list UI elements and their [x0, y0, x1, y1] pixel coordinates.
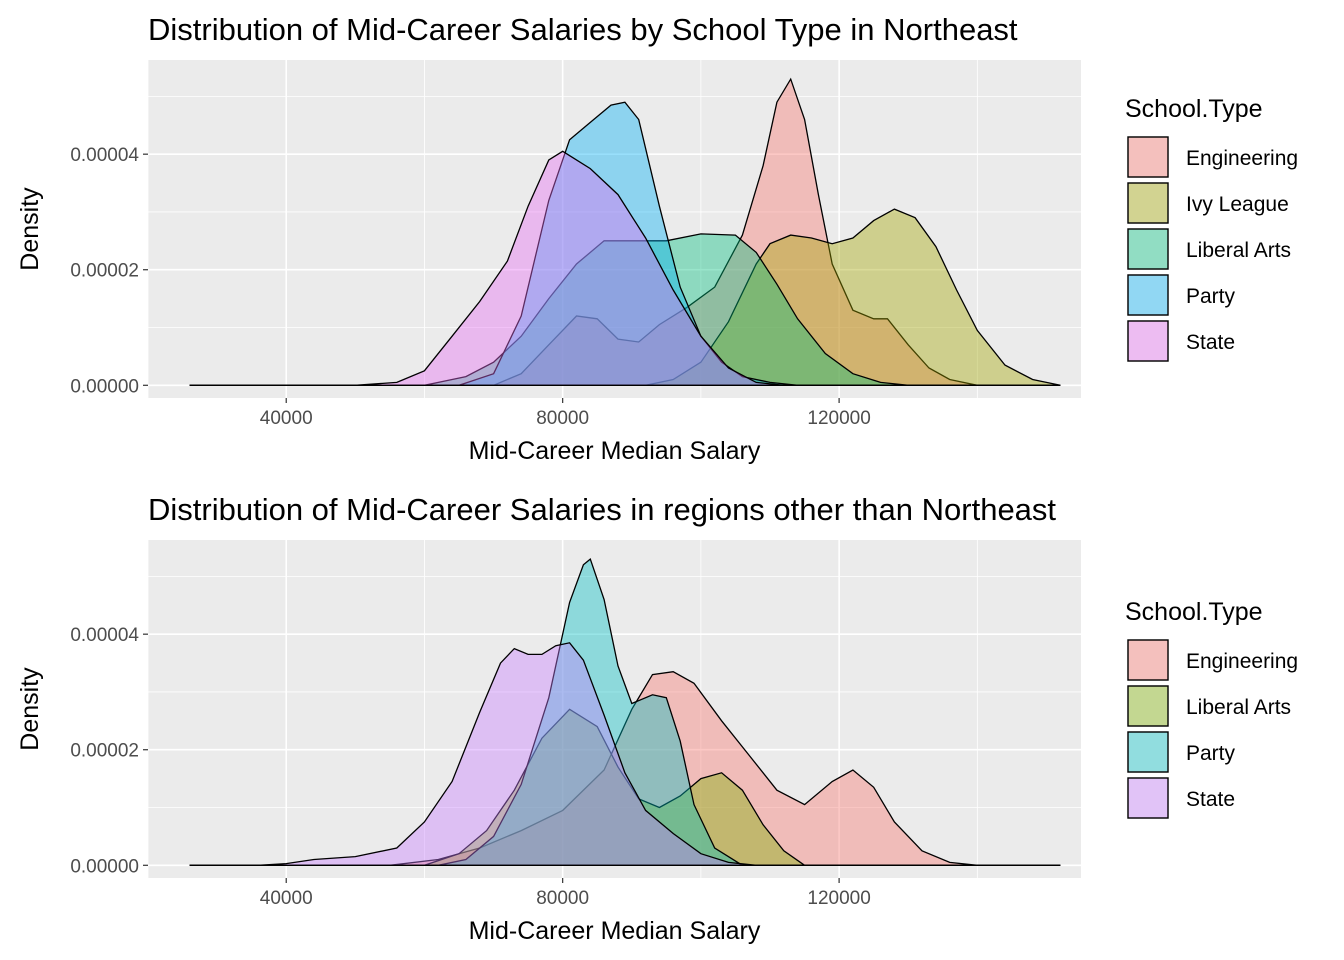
legend-key-liberal-arts [1127, 228, 1169, 270]
legend-key-engineering [1127, 639, 1169, 681]
legend-label-liberal-arts: Liberal Arts [1186, 239, 1291, 262]
legend-key-background [1127, 228, 1169, 270]
legend-key-party [1127, 274, 1169, 316]
x-axis-title: Mid-Career Median Salary [469, 917, 761, 945]
y-tick-label: 0.00004 [70, 625, 139, 646]
density-area-state [189, 150, 1061, 386]
legend-key-background [1127, 182, 1169, 224]
legend-item-party: Party [1127, 731, 1236, 773]
x-tick-label: 120000 [807, 888, 870, 909]
panel-other-regions: Distribution of Mid-Career Salaries in r… [16, 492, 1298, 945]
legend-label-state: State [1186, 331, 1235, 354]
legend-label-liberal-arts: Liberal Arts [1186, 696, 1291, 719]
y-tick-label: 0.00000 [70, 856, 139, 877]
legend-label-engineering: Engineering [1186, 650, 1298, 673]
chart-title: Distribution of Mid-Career Salaries by S… [148, 12, 1018, 47]
legend-key-background [1127, 639, 1169, 681]
y-tick-label: 0.00000 [70, 376, 139, 397]
x-tick-label: 80000 [536, 408, 589, 429]
plot-background [148, 540, 1081, 878]
legend: School.Type Engineering Ivy League Liberal … [1125, 95, 1298, 362]
panel-northeast: Distribution of Mid-Career Salaries by S… [16, 12, 1298, 465]
legend: School.Type Engineering Liberal Arts Party S… [1125, 598, 1298, 819]
legend-label-party: Party [1186, 742, 1236, 765]
density-area-liberal-arts [189, 708, 1061, 866]
legend-label-party: Party [1186, 285, 1236, 308]
density-area-state [189, 642, 1061, 866]
legend-key-party [1127, 731, 1169, 773]
x-tick-label: 80000 [536, 888, 589, 909]
plot-background [148, 60, 1081, 398]
legend-item-ivy-league: Ivy League [1127, 182, 1289, 224]
legend-key-state [1127, 777, 1169, 819]
density-area-engineering [189, 671, 1061, 866]
chart-title: Distribution of Mid-Career Salaries in r… [148, 492, 1056, 527]
density-area-party [189, 101, 1061, 386]
legend-item-state: State [1127, 777, 1235, 819]
legend-key-background [1127, 777, 1169, 819]
y-tick-label: 0.00004 [70, 145, 139, 166]
legend-key-state [1127, 320, 1169, 362]
density-area-party [189, 557, 1061, 866]
density-area-engineering [189, 77, 1061, 386]
legend-key-background [1127, 685, 1169, 727]
legend-key-background [1127, 731, 1169, 773]
legend-label-engineering: Engineering [1186, 147, 1298, 170]
y-tick-label: 0.00002 [70, 741, 139, 762]
x-tick-label: 40000 [260, 408, 313, 429]
legend-item-liberal-arts: Liberal Arts [1127, 228, 1291, 270]
legend-item-party: Party [1127, 274, 1236, 316]
legend-item-engineering: Engineering [1127, 639, 1298, 681]
legend-label-state: State [1186, 788, 1235, 811]
legend-key-background [1127, 274, 1169, 316]
x-tick-label: 120000 [807, 408, 870, 429]
legend-key-ivy-league [1127, 182, 1169, 224]
legend-item-state: State [1127, 320, 1235, 362]
legend-title: School.Type [1125, 598, 1263, 626]
legend-title: School.Type [1125, 95, 1263, 123]
legend-item-engineering: Engineering [1127, 136, 1298, 178]
legend-key-liberal-arts [1127, 685, 1169, 727]
x-tick-label: 40000 [260, 888, 313, 909]
legend-key-engineering [1127, 136, 1169, 178]
y-tick-label: 0.00002 [70, 261, 139, 282]
y-axis-title: Density [16, 187, 44, 271]
y-axis-title: Density [16, 667, 44, 751]
legend-item-liberal-arts: Liberal Arts [1127, 685, 1291, 727]
legend-key-background [1127, 136, 1169, 178]
legend-key-background [1127, 320, 1169, 362]
x-axis-title: Mid-Career Median Salary [469, 437, 761, 465]
legend-label-ivy-league: Ivy League [1186, 193, 1289, 216]
